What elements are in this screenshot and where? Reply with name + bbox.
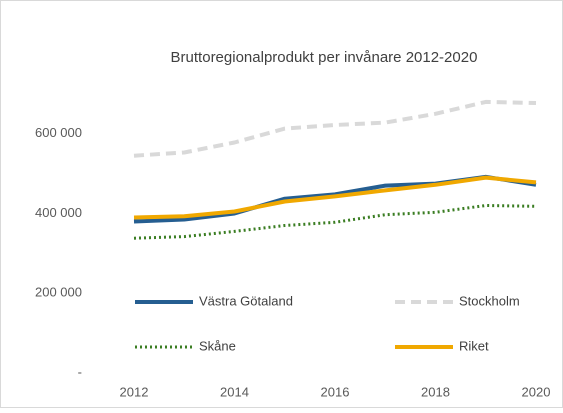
legend-label: Västra Götaland (199, 293, 293, 308)
x-tick-label: 2016 (321, 384, 350, 399)
x-tick-label: 2020 (522, 384, 551, 399)
legend-label: Stockholm (459, 293, 520, 308)
y-tick-label: 200 000 (35, 285, 82, 300)
legend-label: Riket (459, 338, 489, 353)
y-tick-label: 400 000 (35, 205, 82, 220)
x-tick-label: 2012 (120, 384, 149, 399)
x-tick-label: 2014 (220, 384, 249, 399)
legend-label: Skåne (199, 338, 236, 353)
chart-title: Bruttoregionalprodukt per invånare 2012-… (171, 49, 478, 66)
series-line (133, 99, 537, 158)
x-tick-label: 2018 (421, 384, 450, 399)
series-line (133, 175, 537, 220)
y-tick-label: - (78, 364, 82, 379)
y-tick-label: 600 000 (35, 125, 82, 140)
series-line (133, 204, 537, 240)
